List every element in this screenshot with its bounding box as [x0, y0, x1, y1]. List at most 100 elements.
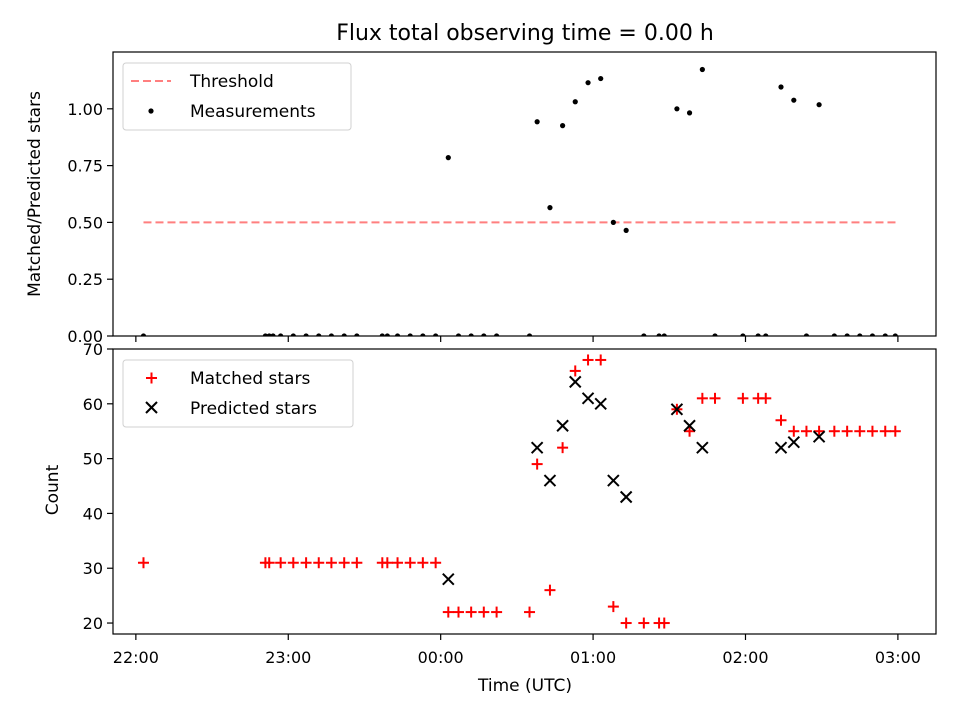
measurement-point: [882, 333, 888, 336]
measurement-point: [831, 333, 837, 336]
matched-star-point: [582, 354, 594, 366]
matched-star-point: [442, 606, 454, 618]
measurement-point: [572, 99, 578, 105]
predicted-star-point: [787, 435, 801, 449]
predicted-star-point: [670, 403, 684, 416]
plot-marks: [140, 66, 898, 336]
matched-star-point: [491, 606, 503, 618]
matched-star-point: [544, 584, 556, 596]
y-tick-label: 0.25: [67, 270, 103, 289]
y-tick-label: 0.00: [67, 327, 103, 346]
matched-star-point: [313, 557, 325, 569]
matched-star-point: [404, 557, 416, 569]
measurement-point: [290, 333, 296, 336]
y-tick-label: 30: [83, 559, 103, 578]
legend-threshold-label: Threshold: [189, 72, 274, 92]
measurement-point: [857, 333, 863, 336]
matched-star-point: [381, 557, 393, 569]
matched-star-point: [658, 617, 670, 629]
legend-measurements-label: Measurements: [190, 102, 316, 122]
matched-star-point: [841, 425, 853, 437]
predicted-star-point: [594, 397, 607, 411]
count-y-axis-label: Count: [43, 464, 63, 515]
measurement-point: [341, 333, 347, 336]
measurement-point: [844, 333, 850, 336]
matched-star-point: [392, 557, 404, 569]
matched-star-point: [737, 392, 749, 404]
measurement-point: [778, 84, 784, 90]
measurement-point: [379, 333, 385, 336]
predicted-star-point: [812, 430, 826, 443]
measurement-point: [740, 333, 746, 336]
x-tick-label: 02:00: [722, 648, 768, 667]
predicted-star-point: [569, 375, 582, 389]
matched-star-point: [430, 557, 442, 569]
ratio-y-axis-label: Matched/Predicted stars: [25, 91, 45, 297]
matched-star-point: [696, 392, 708, 404]
matched-star-point: [866, 425, 878, 437]
matched-star-point: [800, 425, 812, 437]
matched-star-point: [524, 606, 536, 618]
legend-matched-swatch: [146, 372, 157, 384]
measurement-point: [610, 219, 616, 225]
predicted-star-point: [442, 572, 455, 586]
measurement-point: [661, 333, 667, 336]
matched-star-point: [709, 392, 721, 404]
matched-star-point: [417, 557, 429, 569]
matched-star-point: [788, 425, 800, 437]
measurement-point: [455, 333, 462, 336]
measurement-point: [598, 75, 604, 82]
measurement-point: [763, 333, 769, 336]
y-tick-label: 60: [83, 395, 103, 414]
measurement-point: [755, 333, 761, 336]
matched-star-point: [287, 557, 299, 569]
measurement-point: [534, 119, 540, 125]
legend-predicted-swatch: [145, 401, 158, 414]
matched-star-point: [338, 557, 350, 569]
predicted-star-point: [696, 441, 709, 454]
measurement-point: [686, 110, 693, 116]
matched-star-point: [453, 606, 465, 618]
matched-star-point: [684, 425, 696, 437]
predicted-star-point: [607, 474, 620, 487]
matched-star-point: [620, 617, 632, 629]
predicted-star-point: [581, 392, 595, 405]
measurement-point: [712, 333, 718, 336]
measurement-point: [803, 333, 810, 336]
matched-star-point: [760, 392, 772, 404]
measurement-point: [354, 333, 360, 336]
ratio-legend-box: [122, 62, 352, 131]
matched-star-point: [478, 606, 490, 618]
matched-star-point: [325, 557, 337, 569]
predicted-star-point: [683, 419, 696, 432]
axes-frame: [112, 51, 937, 337]
measurement-point: [270, 333, 276, 336]
predicted-star-point: [774, 441, 788, 454]
measurement-point: [699, 66, 705, 73]
matched-star-point: [569, 365, 581, 377]
measurement-point: [468, 333, 474, 336]
matched-star-point: [465, 606, 477, 618]
predicted-star-point: [556, 419, 569, 432]
measurement-point: [892, 333, 898, 336]
matched-star-point: [828, 425, 840, 437]
axes-frame: [112, 348, 937, 635]
ratio-plot-area: 0.00 0.25 0.50 0.75 1.00: [67, 51, 937, 346]
measurement-point: [384, 333, 390, 336]
measurement-point: [420, 333, 426, 336]
predicted-star-point: [619, 490, 633, 504]
matched-star-point: [638, 617, 650, 629]
predicted-star-point: [530, 441, 544, 454]
matched-star-point: [775, 414, 787, 426]
y-tick-label: 70: [83, 340, 103, 359]
matched-star-point: [595, 354, 607, 366]
y-tick-label: 50: [83, 450, 103, 469]
matched-star-point: [557, 442, 569, 454]
measurement-point: [869, 333, 876, 336]
ratio-legend: Threshold Measurements: [122, 62, 352, 131]
measurement-point: [140, 333, 147, 336]
count-legend: Matched stars Predicted stars: [122, 359, 354, 428]
plot-marks: [137, 354, 901, 629]
measurement-point: [328, 333, 334, 336]
predicted-star-point: [543, 474, 557, 487]
